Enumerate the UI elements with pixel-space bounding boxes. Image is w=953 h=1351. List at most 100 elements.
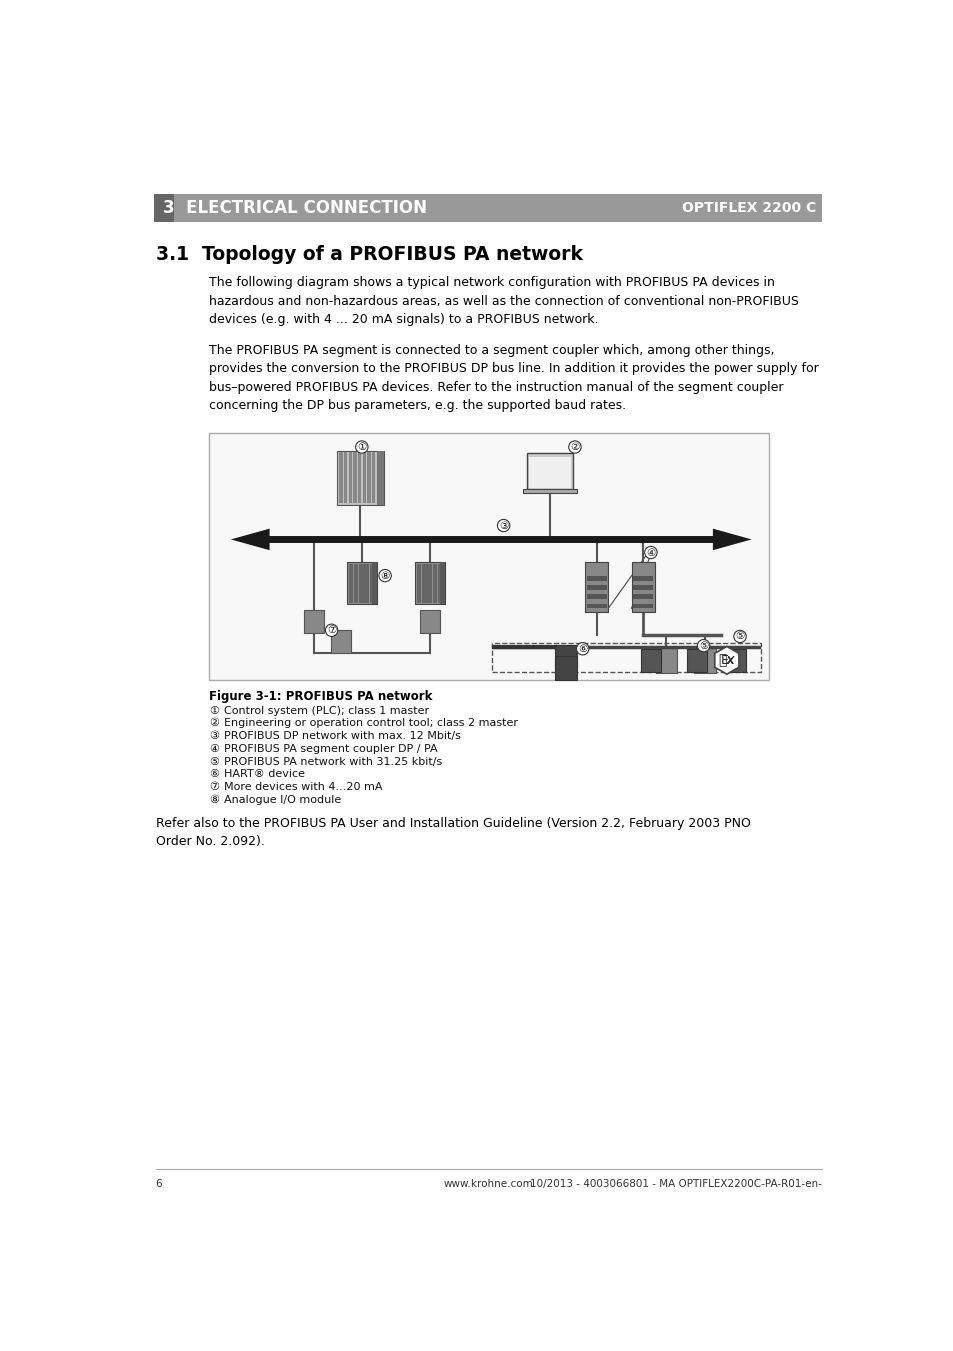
Text: ⑦: ⑦	[327, 626, 335, 635]
Text: ④: ④	[209, 744, 219, 754]
Circle shape	[733, 631, 745, 643]
Bar	[354, 563, 358, 603]
Bar	[555, 648, 575, 671]
Text: Control system (PLC); class 1 master: Control system (PLC); class 1 master	[224, 705, 429, 716]
Bar	[303, 611, 323, 634]
Text: ⑦: ⑦	[209, 782, 219, 792]
Bar	[336, 451, 383, 505]
Bar	[584, 562, 608, 612]
Text: Analogue I/O module: Analogue I/O module	[224, 794, 341, 805]
Circle shape	[325, 624, 337, 636]
Bar	[586, 585, 606, 590]
Text: ⑧: ⑧	[209, 794, 219, 805]
Text: E: E	[720, 654, 728, 667]
Circle shape	[497, 519, 509, 532]
Text: ③: ③	[498, 520, 508, 531]
Bar	[631, 562, 654, 612]
Text: 3.1  Topology of a PROFIBUS PA network: 3.1 Topology of a PROFIBUS PA network	[155, 246, 582, 265]
Circle shape	[568, 440, 580, 453]
Circle shape	[697, 639, 709, 651]
Circle shape	[355, 440, 368, 453]
Bar	[421, 563, 426, 603]
Text: The following diagram shows a typical network configuration with PROFIBUS PA dev: The following diagram shows a typical ne…	[209, 276, 799, 326]
Bar	[331, 630, 351, 653]
Text: ⑥: ⑥	[578, 644, 587, 654]
Bar	[362, 453, 366, 503]
Bar	[427, 563, 432, 603]
Bar	[339, 453, 342, 503]
Text: Refer also to the PROFIBUS PA User and Installation Guideline (Version 2.2, Febr: Refer also to the PROFIBUS PA User and I…	[155, 816, 750, 848]
Bar	[633, 576, 653, 581]
Text: ②: ②	[570, 442, 579, 453]
Bar	[640, 648, 660, 671]
Text: 6: 6	[155, 1178, 162, 1189]
Text: ⑧: ⑧	[380, 570, 389, 581]
Text: 10/2013 - 4003066801 - MA OPTIFLEX2200C-PA-R01-en-: 10/2013 - 4003066801 - MA OPTIFLEX2200C-…	[530, 1178, 821, 1189]
Polygon shape	[712, 528, 751, 550]
Bar	[686, 648, 707, 671]
Bar	[364, 563, 369, 603]
Bar	[586, 576, 606, 581]
Bar	[357, 453, 361, 503]
Text: ⑤: ⑤	[209, 757, 219, 766]
Bar	[437, 563, 442, 603]
Bar	[359, 563, 363, 603]
Polygon shape	[714, 646, 739, 674]
Bar	[555, 644, 576, 667]
Bar	[433, 563, 436, 603]
Bar	[154, 195, 174, 222]
Bar	[372, 562, 376, 604]
Bar	[725, 648, 745, 671]
Text: HART® device: HART® device	[224, 769, 305, 780]
Bar	[439, 562, 444, 604]
Text: x: x	[725, 654, 733, 667]
Text: 3  ELECTRICAL CONNECTION: 3 ELECTRICAL CONNECTION	[162, 200, 426, 218]
Text: ④: ④	[645, 547, 655, 558]
Text: More devices with 4...20 mA: More devices with 4...20 mA	[224, 782, 382, 792]
Circle shape	[576, 643, 588, 655]
Bar	[344, 453, 347, 503]
Bar	[586, 594, 606, 598]
Text: www.krohne.com: www.krohne.com	[443, 1178, 534, 1189]
Circle shape	[644, 546, 657, 559]
Text: ②: ②	[209, 719, 219, 728]
Bar	[367, 453, 371, 503]
Bar	[419, 611, 439, 634]
Bar	[633, 585, 653, 590]
Bar	[492, 643, 760, 671]
Bar	[522, 489, 577, 493]
Text: ①: ①	[356, 442, 366, 453]
Bar	[529, 457, 571, 488]
Bar	[370, 563, 374, 603]
Bar	[633, 594, 653, 598]
Text: ③: ③	[209, 731, 219, 742]
Text: ⑤: ⑤	[735, 631, 744, 642]
Circle shape	[378, 570, 391, 582]
Bar	[347, 562, 376, 604]
Bar	[694, 648, 716, 673]
Bar	[526, 453, 573, 490]
Text: ①: ①	[209, 705, 219, 716]
Bar	[348, 453, 352, 503]
Bar	[348, 563, 353, 603]
Text: PROFIBUS PA network with 31.25 kbit/s: PROFIBUS PA network with 31.25 kbit/s	[224, 757, 441, 766]
Text: Engineering or operation control tool; class 2 master: Engineering or operation control tool; c…	[224, 719, 517, 728]
Bar	[416, 563, 421, 603]
Bar	[154, 195, 821, 222]
Bar	[586, 604, 606, 608]
Bar	[415, 562, 444, 604]
Bar	[372, 453, 375, 503]
Bar	[555, 657, 576, 680]
Bar	[655, 648, 677, 673]
Text: The PROFIBUS PA segment is connected to a segment coupler which, among other thi: The PROFIBUS PA segment is connected to …	[209, 345, 818, 412]
Text: ⑥: ⑥	[209, 769, 219, 780]
Bar	[377, 451, 383, 505]
Text: PROFIBUS PA segment coupler DP / PA: PROFIBUS PA segment coupler DP / PA	[224, 744, 437, 754]
Bar	[376, 453, 379, 503]
Bar	[209, 434, 768, 680]
Polygon shape	[231, 528, 270, 550]
Bar	[353, 453, 356, 503]
Text: OPTIFLEX 2200 C: OPTIFLEX 2200 C	[681, 201, 816, 215]
Bar	[633, 604, 653, 608]
Text: PROFIBUS DP network with max. 12 Mbit/s: PROFIBUS DP network with max. 12 Mbit/s	[224, 731, 460, 742]
